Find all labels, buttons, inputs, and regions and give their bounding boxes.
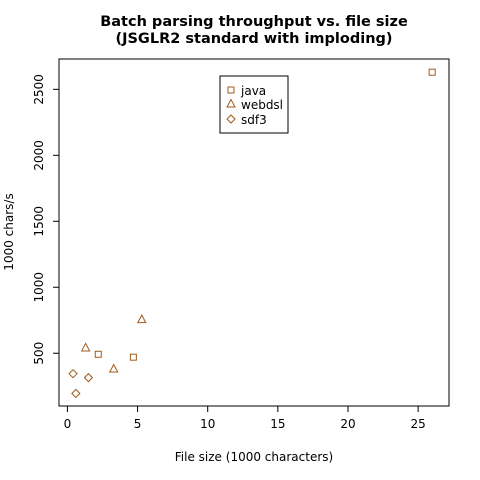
y-axis: 500 1000 1500 2000 2500 bbox=[32, 74, 59, 365]
point-webdsl-2 bbox=[136, 314, 147, 324]
x-axis-label: File size (1000 characters) bbox=[175, 450, 333, 464]
point-webdsl-1 bbox=[108, 363, 119, 373]
legend-marker-java bbox=[227, 86, 235, 94]
point-sdf3-1 bbox=[71, 388, 81, 399]
y-tick-label-2000: 2000 bbox=[32, 140, 46, 171]
x-tick-label-15: 15 bbox=[270, 417, 285, 431]
point-sdf3-2 bbox=[83, 372, 94, 383]
legend-label-sdf3: sdf3 bbox=[241, 113, 267, 127]
y-tick-label-1000: 1000 bbox=[32, 272, 46, 303]
x-tick-label-10: 10 bbox=[200, 417, 215, 431]
plot-area bbox=[58, 58, 450, 407]
point-sdf3-0 bbox=[68, 368, 78, 379]
x-axis: 0 5 10 15 20 25 bbox=[64, 406, 426, 431]
y-axis-label: 1000 chars/s bbox=[2, 193, 16, 270]
y-tick-label-2500: 2500 bbox=[32, 74, 46, 105]
point-java-2 bbox=[428, 68, 436, 76]
point-java-1 bbox=[129, 353, 137, 361]
x-tick-label-25: 25 bbox=[410, 417, 425, 431]
legend-marker-webdsl bbox=[226, 98, 236, 108]
x-tick-label-5: 5 bbox=[134, 417, 142, 431]
legend-label-java: java bbox=[240, 84, 266, 98]
chart-title-line-2: (JSGLR2 standard with imploding) bbox=[115, 31, 392, 47]
x-tick-label-20: 20 bbox=[340, 417, 355, 431]
legend: java webdsl sdf3 bbox=[219, 75, 289, 134]
legend-label-webdsl: webdsl bbox=[241, 98, 283, 112]
y-tick-label-1500: 1500 bbox=[32, 206, 46, 237]
point-webdsl-0 bbox=[80, 342, 91, 352]
legend-marker-sdf3 bbox=[226, 114, 236, 124]
point-java-0 bbox=[94, 350, 102, 358]
x-tick-label-0: 0 bbox=[64, 417, 72, 431]
data-points bbox=[68, 68, 436, 399]
legend-box bbox=[219, 75, 289, 134]
chart-title-line-1: Batch parsing throughput vs. file size bbox=[100, 14, 408, 30]
y-tick-label-500: 500 bbox=[32, 342, 46, 365]
